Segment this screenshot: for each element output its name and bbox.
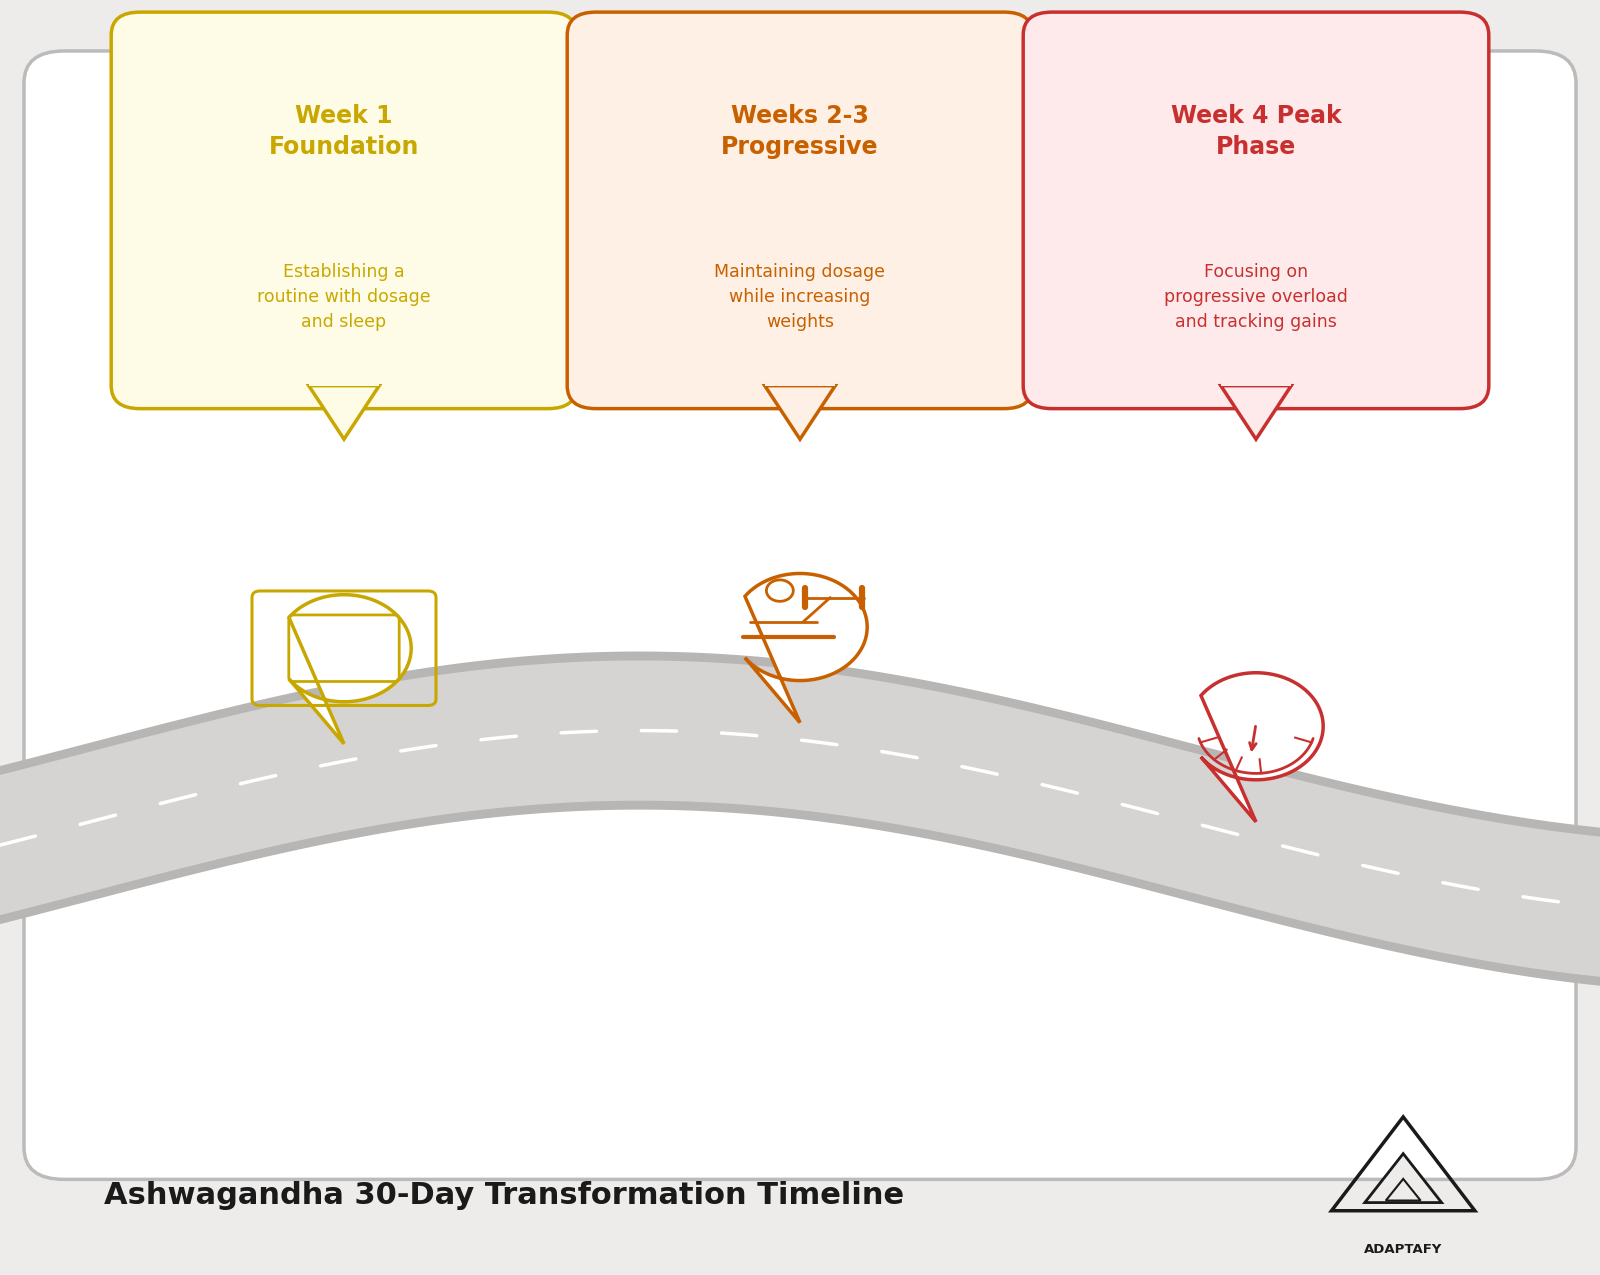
Text: Ashwagandha 30-Day Transformation Timeline: Ashwagandha 30-Day Transformation Timeli…: [104, 1182, 904, 1210]
Polygon shape: [765, 380, 835, 385]
Text: Weeks 2-3
Progressive: Weeks 2-3 Progressive: [722, 105, 878, 158]
Text: ADAPTAFY: ADAPTAFY: [1365, 1243, 1442, 1256]
Text: Focusing on
progressive overload
and tracking gains: Focusing on progressive overload and tra…: [1165, 263, 1347, 332]
Polygon shape: [0, 652, 1600, 986]
Polygon shape: [290, 594, 411, 743]
Text: Establishing a
routine with dosage
and sleep: Establishing a routine with dosage and s…: [258, 263, 430, 332]
Text: Week 4 Peak
Phase: Week 4 Peak Phase: [1171, 105, 1341, 158]
FancyBboxPatch shape: [566, 13, 1034, 409]
Polygon shape: [0, 660, 1600, 977]
FancyBboxPatch shape: [24, 51, 1576, 1179]
Text: Week 1
Foundation: Week 1 Foundation: [269, 105, 419, 158]
Polygon shape: [1386, 1179, 1421, 1201]
Text: Maintaining dosage
while increasing
weights: Maintaining dosage while increasing weig…: [715, 263, 885, 332]
Polygon shape: [1365, 1154, 1442, 1202]
Polygon shape: [309, 380, 379, 385]
FancyBboxPatch shape: [1024, 13, 1488, 409]
FancyBboxPatch shape: [110, 13, 576, 409]
Polygon shape: [746, 574, 867, 723]
Polygon shape: [1202, 673, 1323, 822]
Polygon shape: [1221, 380, 1291, 385]
Polygon shape: [309, 385, 379, 439]
Polygon shape: [765, 385, 835, 439]
Polygon shape: [1221, 385, 1291, 439]
